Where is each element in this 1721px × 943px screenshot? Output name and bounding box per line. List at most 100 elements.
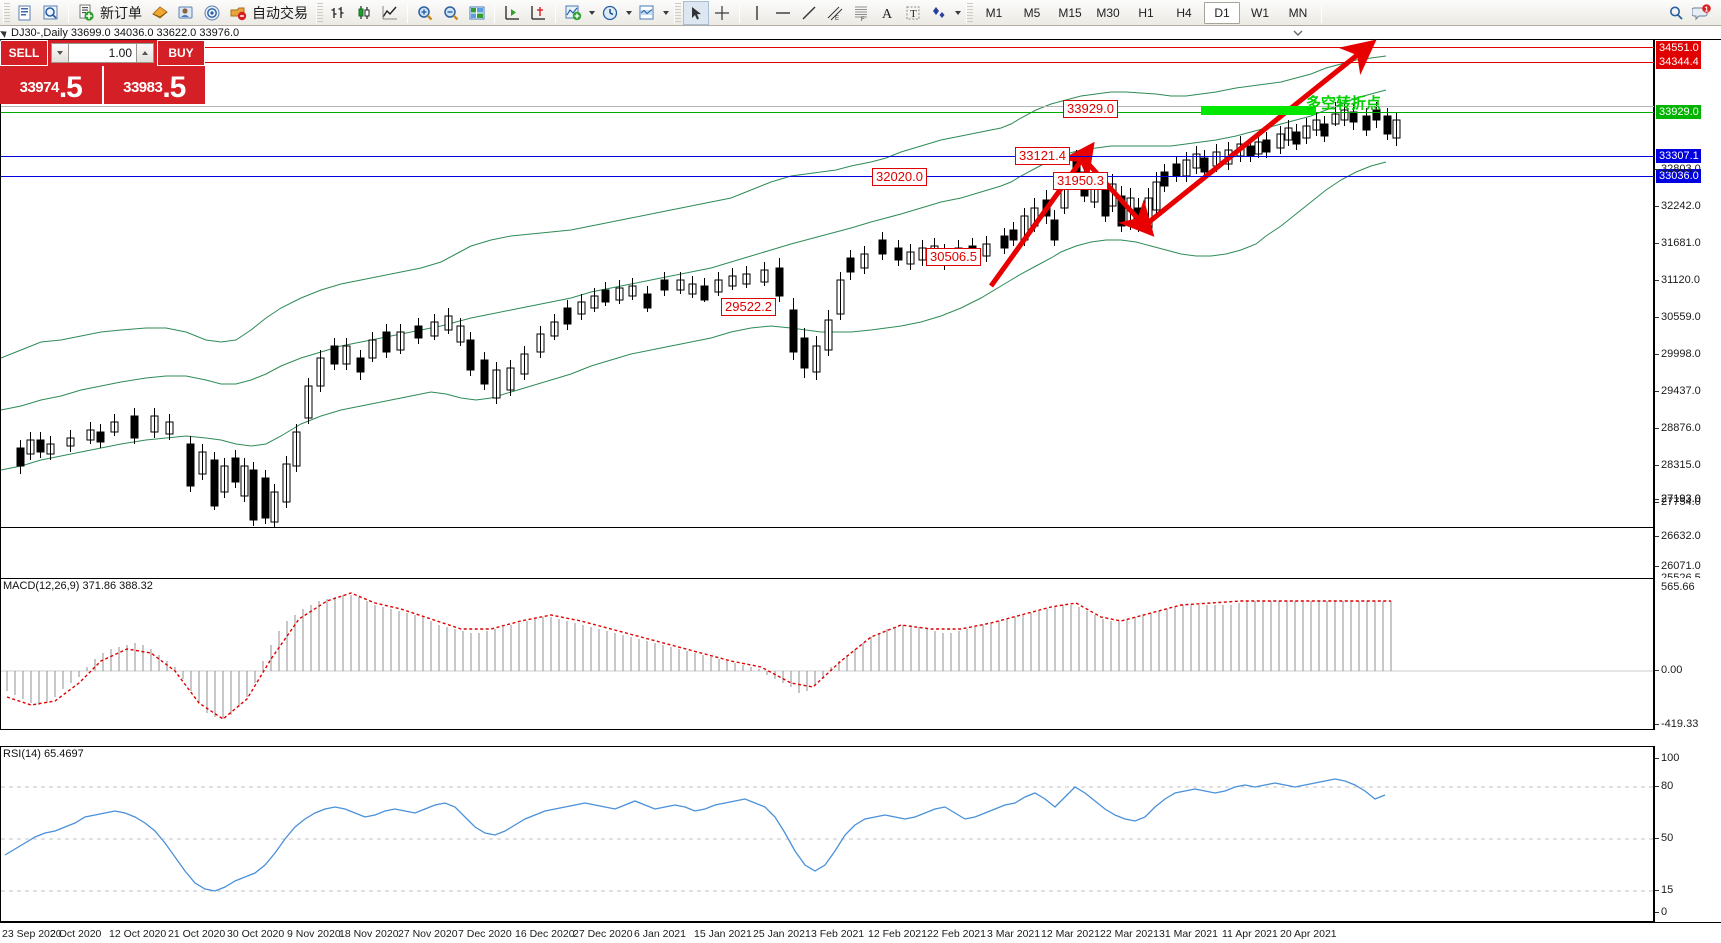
trade-panel-controls-row: SELL 1.00 BUY: [0, 40, 205, 66]
period-clock-icon[interactable]: [597, 1, 623, 25]
xtick-2: 12 Oct 2020: [109, 928, 167, 940]
crosshair-icon[interactable]: [709, 1, 735, 25]
sell-button[interactable]: SELL: [0, 40, 48, 66]
toolbar-grip-1[interactable]: [3, 2, 10, 23]
macd-pane-label: MACD(12,26,9) 371.86 388.32: [3, 580, 153, 592]
expert-advisors-icon[interactable]: [147, 1, 173, 25]
main-price-pane[interactable]: 33929.0 33121.4 31950.3 32020.0 30506.5 …: [0, 39, 1655, 530]
timeframe-m1[interactable]: M1: [985, 5, 1003, 20]
axis-tick-26071: 26071.0: [1655, 560, 1701, 572]
annotation-32020[interactable]: 32020.0: [872, 168, 927, 186]
new-order-icon[interactable]: [73, 1, 99, 25]
price-axis-main[interactable]: 34551.0 34344.4 33929.0 33307.1 33036.0 …: [1654, 40, 1721, 528]
bollinger-bands: [0, 55, 1387, 471]
bid-price-display[interactable]: 33974.5: [0, 66, 102, 104]
trend-arrows: [988, 39, 1377, 288]
trade-panel-prices-row: 33974.5 33983.5: [0, 66, 205, 104]
tile-windows-icon[interactable]: [464, 1, 490, 25]
macd-pane[interactable]: MACD(12,26,9) 371.86 388.32: [0, 578, 1654, 730]
trendline-icon[interactable]: [796, 1, 822, 25]
rsi-tick-80: 80: [1655, 780, 1673, 792]
one-click-trading-panel[interactable]: SELL 1.00 BUY 33974.5 33983.5: [0, 40, 205, 104]
rsi-tick-100: 100: [1655, 752, 1679, 764]
svg-text:F: F: [861, 17, 865, 22]
xtick-3: 21 Oct 2020: [168, 928, 226, 940]
rsi-line: [4, 778, 1386, 892]
volume-input[interactable]: 1.00: [69, 43, 136, 63]
fibonacci-icon[interactable]: F: [848, 1, 874, 25]
zoom-in-icon[interactable]: [412, 1, 438, 25]
axis-label-33307: 33307.1: [1656, 149, 1701, 163]
zoom-out-icon[interactable]: [438, 1, 464, 25]
xtick-21: 11 Apr 2021: [1222, 928, 1278, 940]
bar-chart-icon[interactable]: [325, 1, 351, 25]
auto-trading-icon[interactable]: [225, 1, 251, 25]
add-indicator-chevron-down-icon[interactable]: [586, 1, 597, 25]
period-chevron-down-icon[interactable]: [623, 1, 634, 25]
annotation-31950[interactable]: 31950.3: [1053, 172, 1108, 190]
equidistant-channel-icon[interactable]: E: [822, 1, 848, 25]
xtick-18: 12 Mar 2021: [1041, 928, 1100, 940]
timeframe-mn[interactable]: MN: [1288, 5, 1308, 20]
trend-arrow-up-2: [1147, 39, 1377, 224]
timeframe-d1[interactable]: D1: [1204, 1, 1240, 24]
timeframe-h1[interactable]: H1: [1138, 5, 1154, 20]
shapes-icon[interactable]: [926, 1, 952, 25]
open-template-icon[interactable]: [38, 1, 64, 25]
macd-tick-56566: 565.66: [1661, 581, 1695, 593]
templates-icon[interactable]: [634, 1, 660, 25]
buy-button[interactable]: BUY: [157, 40, 205, 66]
new-chart-icon[interactable]: [12, 1, 38, 25]
svg-text:E: E: [835, 16, 839, 22]
xtick-0: 23 Sep 2020: [2, 928, 62, 940]
timeframe-w1[interactable]: W1: [1251, 5, 1269, 20]
timeframe-m5[interactable]: M5: [1023, 5, 1041, 20]
terminal-icon[interactable]: [173, 1, 199, 25]
volume-increment-button[interactable]: [136, 43, 154, 63]
rsi-level-lines: [1, 786, 1653, 892]
macd-axis[interactable]: 565.66 0.00 -419.33: [1654, 578, 1721, 730]
xtick-12: 15 Jan 2021: [694, 928, 752, 940]
toolbar-grip-2[interactable]: [316, 2, 323, 23]
line-chart-icon[interactable]: [377, 1, 403, 25]
text-box-icon[interactable]: T: [900, 1, 926, 25]
candlestick-chart-icon[interactable]: [351, 1, 377, 25]
chart-collapse-icon[interactable]: [1291, 26, 1305, 38]
volume-decrement-button[interactable]: [51, 43, 69, 63]
toolbar-grip-4[interactable]: [966, 2, 973, 23]
cursor-icon[interactable]: [683, 0, 709, 25]
horizontal-line-icon[interactable]: [770, 1, 796, 25]
volume-control[interactable]: 1.00: [48, 40, 157, 66]
annotation-30506[interactable]: 30506.5: [926, 248, 981, 266]
annotation-33121[interactable]: 33121.4: [1015, 147, 1070, 165]
xtick-16: 22 Feb 2021: [927, 928, 986, 940]
auto-trading-label[interactable]: 自动交易: [252, 5, 308, 22]
notification-icon[interactable]: 1: [1689, 1, 1715, 25]
templates-chevron-down-icon[interactable]: [660, 1, 671, 25]
timeframe-h4[interactable]: H4: [1176, 5, 1192, 20]
new-order-label[interactable]: 新订单: [100, 5, 142, 22]
shapes-chevron-down-icon[interactable]: [952, 1, 963, 25]
timeframe-m30[interactable]: M30: [1096, 5, 1120, 20]
time-axis[interactable]: 23 Sep 2020 2 Oct 2020 12 Oct 2020 21 Oc…: [0, 922, 1721, 943]
annotation-33929[interactable]: 33929.0: [1063, 100, 1118, 118]
ask-price-display[interactable]: 33983.5: [103, 66, 205, 104]
xtick-17: 3 Mar 2021: [987, 928, 1041, 940]
rsi-pane[interactable]: RSI(14) 65.4697: [0, 746, 1654, 922]
timeframe-m15[interactable]: M15: [1058, 5, 1082, 20]
annotation-turning-point-note[interactable]: 多空转折点: [1306, 94, 1382, 112]
axis-tick-31120: 31120.0: [1655, 274, 1700, 286]
chart-shift-icon[interactable]: [525, 1, 551, 25]
axis-tick-26632: 26632.0: [1655, 530, 1701, 542]
annotation-29522[interactable]: 29522.2: [721, 298, 776, 316]
vertical-line-icon[interactable]: [744, 1, 770, 25]
macd-chart-svg: [1, 592, 1653, 720]
rsi-axis[interactable]: 100 80 50 15 0: [1654, 746, 1721, 922]
auto-scroll-icon[interactable]: [499, 1, 525, 25]
text-label-icon[interactable]: A: [874, 1, 900, 25]
toolbar-grip-3[interactable]: [674, 2, 681, 23]
market-watch-icon[interactable]: [199, 1, 225, 25]
search-icon[interactable]: [1663, 1, 1689, 25]
xtick-10: 27 Dec 2020: [573, 928, 633, 940]
add-indicator-icon[interactable]: [560, 1, 586, 25]
